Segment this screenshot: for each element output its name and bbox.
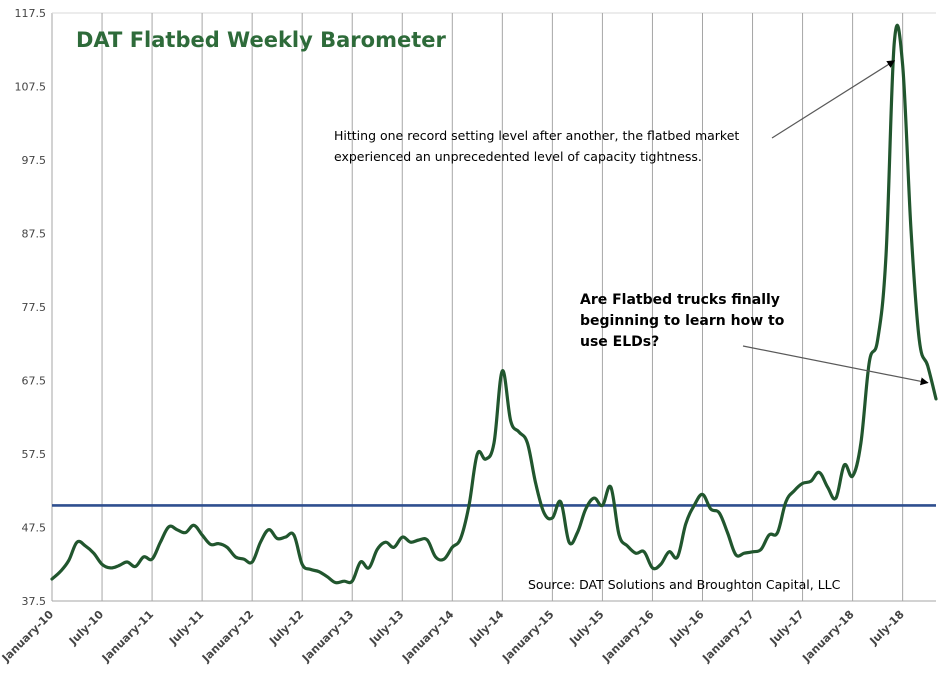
x-tick-label: January-12 [199,608,256,665]
x-tick-label: July-17 [767,608,807,648]
y-axis-ticks: 37.5 47.5 57.5 67.5 77.5 87.5 97.5 107.5 117.5 [15,7,47,608]
y-tick-label: 57.5 [22,448,47,461]
grid-lines [51,12,936,602]
chart-title: DAT Flatbed Weekly Barometer [76,28,446,52]
x-tick-label: January-13 [299,608,356,665]
annotation-arrow-record [771,60,896,139]
x-tick-label: July-12 [266,608,306,648]
x-tick-label: January-18 [799,608,856,665]
x-tick-label: January-16 [599,608,657,666]
y-tick-label: 77.5 [22,301,47,314]
series-line-flatbed-barometer [50,23,938,585]
x-tick-label: July-18 [867,608,907,648]
x-tick-label: January-17 [699,608,756,665]
annotation-record-text: Hitting one record setting level after a… [334,128,740,164]
x-tick-label: January-15 [499,608,556,665]
y-tick-label: 67.5 [22,375,47,388]
x-tick-label: July-11 [166,608,206,648]
y-tick-label: 47.5 [22,522,47,535]
x-tick-label: July-16 [666,608,706,648]
x-tick-label: July-15 [566,608,606,648]
annotation-elds-text: Are Flatbed trucks finally beginning to … [580,292,785,350]
x-tick-label: January-14 [399,608,457,666]
x-tick-label: July-14 [466,608,506,648]
x-tick-label: January-10 [0,608,56,666]
source-note: Source: DAT Solutions and Broughton Capi… [528,577,841,592]
y-tick-label: 117.5 [15,7,47,20]
annotation-arrow-elds [742,345,929,386]
y-tick-label: 97.5 [22,154,47,167]
x-tick-label: January-11 [99,608,156,665]
y-tick-label: 37.5 [22,595,47,608]
y-tick-label: 107.5 [15,81,47,94]
y-tick-label: 87.5 [22,228,47,241]
x-tick-label: July-10 [66,608,106,648]
x-tick-label: July-13 [366,608,406,648]
